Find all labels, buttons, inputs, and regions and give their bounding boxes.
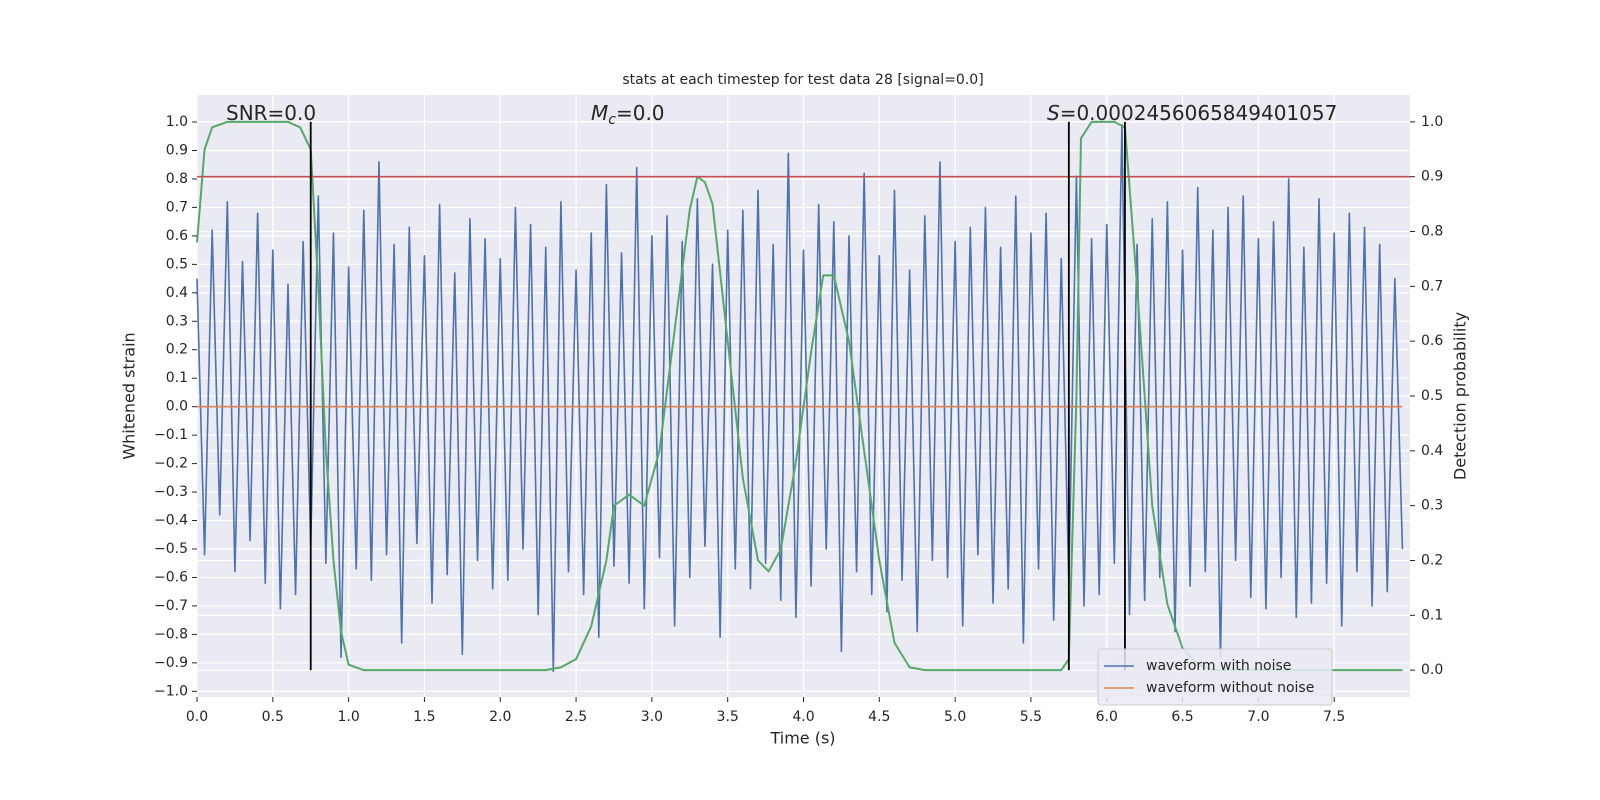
y2-tick-label: 0.0 (1421, 662, 1443, 678)
y2-tick-label: 0.5 (1421, 388, 1443, 404)
x-tick-label: 1.5 (413, 709, 435, 725)
y-tick-label: −0.8 (154, 626, 188, 642)
y-tick-label: 0.1 (166, 370, 188, 386)
y-tick-label: −0.4 (154, 513, 188, 529)
y-tick-label: −0.5 (154, 541, 188, 557)
x-tick-label: 6.0 (1096, 709, 1118, 725)
series-line (196, 120, 1403, 672)
x-tick-label: 5.0 (944, 709, 966, 725)
annotation-text: =0.0002456065849401057 (1060, 101, 1338, 125)
x-tick-label: 4.5 (868, 709, 890, 725)
x-tick-label: 3.0 (641, 709, 663, 725)
annotation-subscript: c (608, 112, 616, 128)
x-tick-label: 5.5 (1020, 709, 1042, 725)
y2-tick-label: 0.4 (1421, 443, 1443, 459)
y-tick-label: −1.0 (154, 683, 188, 699)
y-axis-label: Whitened strain (120, 332, 139, 459)
y-tick-label: 0.3 (166, 313, 188, 329)
y-tick-label: 0.0 (166, 399, 188, 415)
y-tick-label: −0.7 (154, 598, 188, 614)
x-tick-label: 4.0 (792, 709, 814, 725)
y2-tick-label: 0.9 (1421, 169, 1443, 185)
legend-label: waveform with noise (1146, 658, 1291, 674)
y2-tick-label: 0.1 (1421, 607, 1443, 623)
y-tick-label: −0.6 (154, 569, 188, 585)
y-tick-label: 0.5 (166, 256, 188, 272)
legend (1097, 648, 1333, 706)
y-tick-label: 0.7 (166, 199, 188, 215)
y2-tick-label: 0.2 (1421, 552, 1443, 568)
y2-tick-label: 1.0 (1421, 114, 1443, 130)
y-tick-label: 1.0 (166, 114, 188, 130)
y-tick-label: −0.9 (154, 655, 188, 671)
annotation-text: SNR=0.0 (226, 101, 316, 125)
annotation: S=0.0002456065849401057 (1047, 101, 1337, 125)
y2-axis-label: Detection probability (1451, 312, 1470, 480)
y-tick-label: 0.2 (166, 342, 188, 358)
x-axis-label: Time (s) (769, 729, 835, 748)
y2-tick-label: 0.3 (1421, 498, 1443, 514)
annotation-text: =0.0 (616, 101, 665, 125)
legend-label: waveform without noise (1146, 680, 1314, 696)
annotation: SNR=0.0 (226, 101, 316, 125)
y2-tick-label: 0.6 (1421, 333, 1443, 349)
x-tick-label: 6.5 (1171, 709, 1193, 725)
y-tick-label: −0.1 (154, 427, 188, 443)
annotation: Mc=0.0 (591, 101, 665, 129)
x-tick-label: 1.0 (337, 709, 359, 725)
x-tick-label: 0.5 (262, 709, 284, 725)
annotation-symbol: M (591, 101, 608, 125)
x-tick-label: 2.0 (489, 709, 511, 725)
y-tick-label: −0.3 (154, 484, 188, 500)
y-tick-label: 0.4 (166, 285, 188, 301)
x-tick-label: 2.5 (565, 709, 587, 725)
y-tick-label: 0.8 (166, 171, 188, 187)
chart-title: stats at each timestep for test data 28 … (622, 72, 983, 88)
y-tick-label: 0.6 (166, 228, 188, 244)
y2-tick-label: 0.8 (1421, 224, 1443, 240)
annotation-symbol: S (1047, 101, 1060, 125)
x-tick-label: 3.5 (717, 709, 739, 725)
x-tick-label: 7.5 (1323, 709, 1345, 725)
y-tick-label: −0.2 (154, 456, 188, 472)
y2-tick-label: 0.7 (1421, 278, 1443, 294)
x-tick-label: 0.0 (186, 709, 208, 725)
y-tick-label: 0.9 (166, 143, 188, 159)
x-tick-label: 7.0 (1247, 709, 1269, 725)
